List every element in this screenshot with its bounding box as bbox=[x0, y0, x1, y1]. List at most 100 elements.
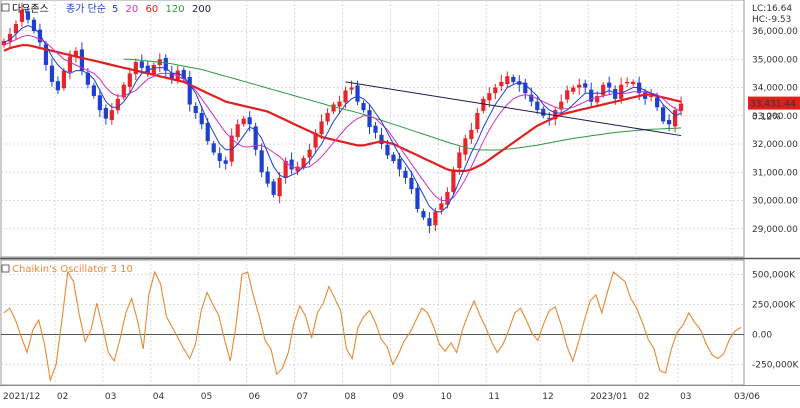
x-tick-label: 03/06 bbox=[734, 392, 760, 402]
main-panel-frame bbox=[0, 0, 745, 258]
candle-body bbox=[103, 108, 108, 119]
candle-body bbox=[133, 62, 138, 75]
candle-body bbox=[229, 135, 234, 162]
candle-body bbox=[337, 101, 342, 107]
oscillator-panel-frame bbox=[0, 259, 745, 386]
candle-body bbox=[73, 50, 78, 57]
candle-body bbox=[475, 112, 480, 130]
candle-body bbox=[49, 65, 55, 82]
candle-body bbox=[577, 84, 582, 88]
candle-body bbox=[223, 160, 228, 164]
candle-body bbox=[151, 64, 156, 75]
candle-body bbox=[589, 89, 594, 102]
candle-body bbox=[145, 65, 150, 74]
y-tick-label: 33,000.00 bbox=[752, 112, 798, 122]
candle-body bbox=[61, 70, 67, 89]
candle-body bbox=[529, 94, 534, 102]
ma-legend-period: 60 bbox=[146, 4, 159, 15]
candle-body bbox=[241, 118, 246, 125]
candle-body bbox=[535, 101, 540, 111]
panel-toggle-icon bbox=[1, 3, 10, 12]
candle-body bbox=[97, 95, 102, 111]
ma-legend-period: 20 bbox=[126, 4, 139, 15]
x-tick-label: 12 bbox=[542, 392, 553, 402]
x-tick-label: 09 bbox=[392, 392, 404, 402]
candle-body bbox=[631, 81, 636, 85]
ma-legend-period: 5 bbox=[112, 4, 118, 15]
candle-body bbox=[547, 117, 552, 119]
candle-body bbox=[439, 203, 444, 210]
candle-body bbox=[499, 81, 504, 87]
osc-y-tick-label: 500,000K bbox=[752, 270, 796, 280]
candle-body bbox=[523, 82, 528, 94]
y-tick-label: 30,000.00 bbox=[752, 197, 798, 207]
candle-body bbox=[553, 110, 558, 120]
candle-body bbox=[571, 87, 576, 92]
candle-body bbox=[55, 81, 61, 91]
x-tick-label: 08 bbox=[345, 392, 357, 402]
candle-body bbox=[409, 177, 414, 190]
x-tick-label: 04 bbox=[153, 392, 165, 402]
ma5-line bbox=[3, 24, 682, 213]
x-tick-label: 03 bbox=[680, 392, 691, 402]
candle-body bbox=[175, 70, 180, 80]
candle-body bbox=[247, 117, 252, 125]
candle-body bbox=[7, 33, 13, 42]
candle-body bbox=[433, 211, 438, 226]
candle-body bbox=[385, 144, 390, 156]
candle-body bbox=[517, 81, 522, 85]
candle-body bbox=[325, 112, 330, 122]
candle-body bbox=[343, 90, 348, 103]
candle-body bbox=[163, 57, 168, 71]
candle-body bbox=[271, 181, 276, 195]
candle-body bbox=[583, 83, 588, 88]
ma-legend-label: 종가 단순 bbox=[66, 3, 106, 15]
candle-body bbox=[391, 154, 396, 161]
candle-body bbox=[601, 84, 606, 96]
trend-line bbox=[345, 81, 682, 137]
candle-body bbox=[181, 69, 186, 80]
candle-body bbox=[397, 158, 402, 170]
chart-title: 다우존스 bbox=[12, 3, 49, 15]
candle-body bbox=[541, 108, 546, 116]
ma-legend-period: 120 bbox=[166, 4, 185, 15]
candle-body bbox=[25, 11, 31, 20]
candle-body bbox=[265, 171, 270, 184]
x-tick-label: 06 bbox=[249, 392, 261, 402]
candle-body bbox=[19, 9, 25, 22]
candle-body bbox=[301, 158, 306, 168]
candle-body bbox=[427, 218, 432, 226]
candle-body bbox=[619, 84, 624, 99]
candle-body bbox=[331, 104, 336, 112]
candle-body bbox=[505, 76, 510, 85]
indicator-lc: LC:16.64 bbox=[752, 4, 792, 14]
y-tick-label: 34,000.00 bbox=[752, 84, 798, 94]
x-tick-label: 03 bbox=[105, 392, 116, 402]
x-tick-label: 2023/01 bbox=[590, 392, 627, 402]
candle-body bbox=[31, 19, 37, 32]
x-tick-label: 05 bbox=[201, 392, 212, 402]
ma120-line bbox=[123, 58, 682, 151]
candle-body bbox=[457, 152, 462, 169]
candle-body bbox=[289, 159, 294, 170]
candle-body bbox=[199, 112, 204, 125]
candle-body bbox=[319, 121, 324, 135]
osc-y-tick-label: 0.00 bbox=[752, 331, 772, 341]
candle-body bbox=[37, 29, 43, 43]
x-tick-label: 02 bbox=[57, 392, 68, 402]
candle-body bbox=[403, 170, 408, 178]
last-price-badge bbox=[748, 96, 800, 110]
indicator-hc: HC:-9.53 bbox=[752, 15, 791, 25]
candle-body bbox=[193, 105, 198, 113]
candle-body bbox=[283, 160, 288, 178]
candle-body bbox=[205, 122, 210, 142]
y-tick-label: 32,000.00 bbox=[752, 140, 798, 150]
candle-body bbox=[481, 98, 486, 111]
candle-body bbox=[235, 124, 240, 137]
candle-body bbox=[367, 110, 372, 128]
last-change-label: 0.12% bbox=[752, 113, 781, 123]
candle-body bbox=[649, 96, 654, 98]
osc-toggle-icon bbox=[1, 264, 10, 273]
